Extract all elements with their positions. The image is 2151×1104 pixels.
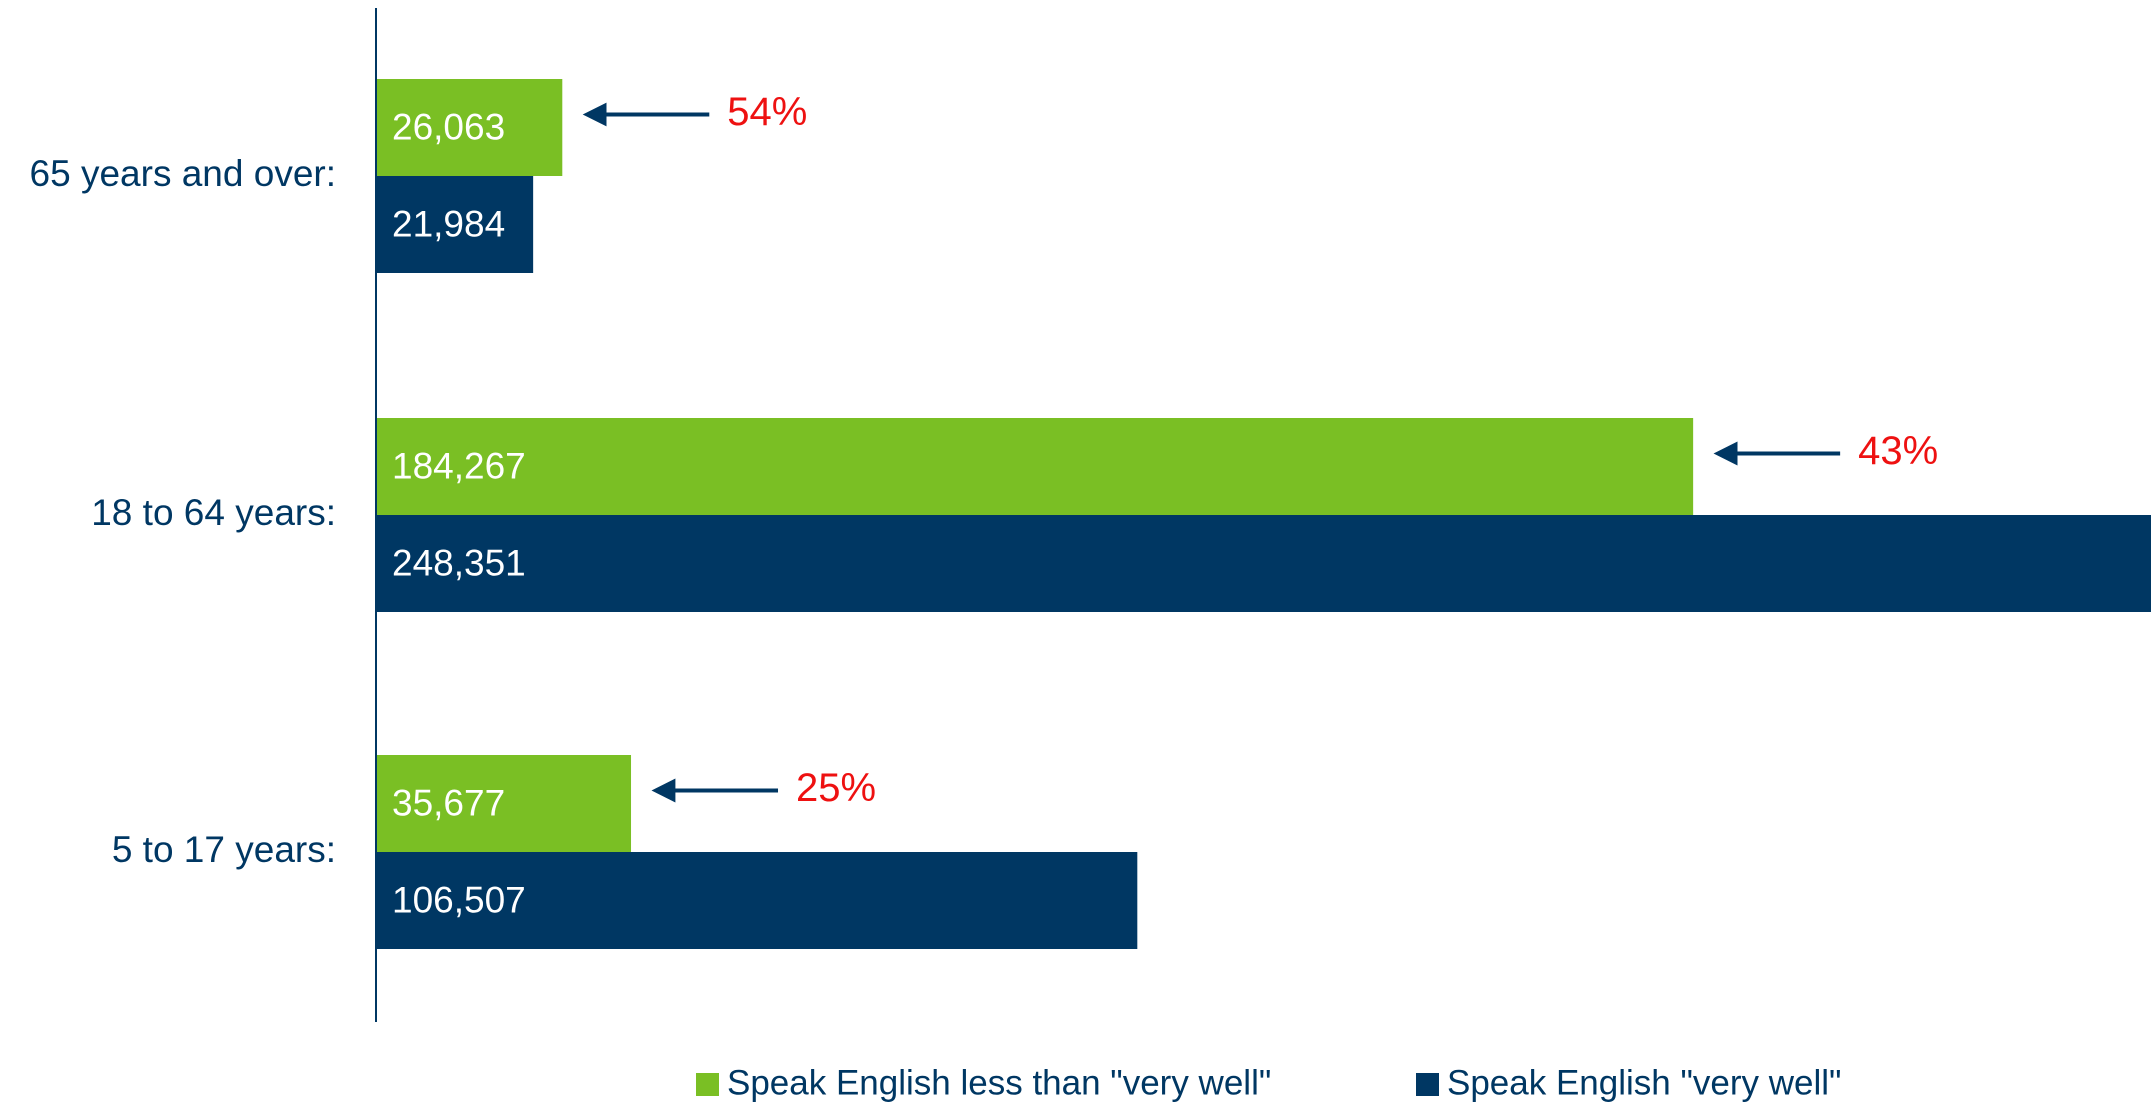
bar — [376, 515, 2151, 612]
annotation: 54% — [727, 90, 807, 134]
annotation: 25% — [796, 766, 876, 810]
value-label: 35,677 — [392, 782, 505, 823]
legend-swatch — [696, 1073, 719, 1096]
value-label: 184,267 — [392, 445, 526, 486]
legend-label: Speak English less than "very well" — [727, 1063, 1271, 1102]
bar — [376, 755, 632, 852]
bar — [376, 418, 1694, 515]
bar — [376, 79, 563, 176]
value-label: 26,063 — [392, 106, 505, 147]
value-label: 248,351 — [392, 542, 526, 583]
annotation: 43% — [1858, 429, 1938, 473]
category-label: 65 years and over: — [30, 153, 336, 194]
legend-swatch — [1416, 1073, 1439, 1096]
category-label: 5 to 17 years: — [112, 829, 336, 870]
value-label: 21,984 — [392, 203, 505, 244]
category-label: 18 to 64 years: — [91, 492, 336, 533]
bar — [376, 176, 534, 273]
value-label: 106,507 — [392, 879, 526, 920]
legend-label: Speak English "very well" — [1447, 1063, 1841, 1102]
bar — [376, 852, 1138, 949]
